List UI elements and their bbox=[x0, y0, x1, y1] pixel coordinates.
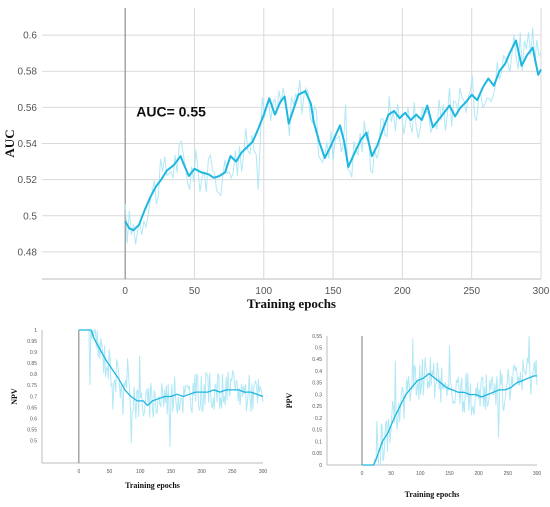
x-tick-label: 200 bbox=[394, 286, 411, 297]
raw-series-line bbox=[362, 335, 538, 466]
x-tick-label: 50 bbox=[107, 469, 113, 475]
x-tick-label: 0 bbox=[122, 286, 128, 297]
y-tick-label: 0.1 bbox=[315, 439, 322, 445]
x-tick-label: 150 bbox=[325, 286, 342, 297]
y-tick-label: 0.65 bbox=[27, 405, 37, 411]
x-tick-label: 100 bbox=[255, 286, 272, 297]
x-tick-label: 150 bbox=[445, 471, 454, 477]
x-tick-label: 300 bbox=[259, 469, 268, 475]
y-tick-label: 0.54 bbox=[18, 139, 38, 150]
x-tick-label: 0 bbox=[361, 471, 364, 477]
x-tick-label: 150 bbox=[167, 469, 176, 475]
y-axis-label: PPV bbox=[285, 393, 294, 409]
auc-annotation: AUC= 0.55 bbox=[136, 103, 206, 119]
y-tick-label: 0.5 bbox=[315, 345, 322, 351]
y-tick-label: 0.85 bbox=[27, 361, 37, 367]
y-tick-label: 0 bbox=[319, 463, 322, 469]
x-tick-label: 200 bbox=[474, 471, 483, 477]
y-tick-label: 0.5 bbox=[30, 439, 37, 445]
x-tick-label: 250 bbox=[504, 471, 513, 477]
y-tick-label: 0.7 bbox=[30, 394, 37, 400]
y-tick-label: 0.95 bbox=[27, 339, 37, 345]
y-tick-label: 0.3 bbox=[315, 392, 322, 398]
x-tick-label: 300 bbox=[533, 471, 542, 477]
raw-series-line bbox=[78, 329, 264, 448]
y-tick-label: 0.45 bbox=[312, 357, 322, 363]
y-tick-label: 0.52 bbox=[18, 175, 38, 186]
y-axis-label: AUC bbox=[2, 129, 17, 157]
smoothed-series-line bbox=[124, 39, 542, 232]
x-tick-label: 100 bbox=[416, 471, 425, 477]
smoothed-series-line bbox=[78, 329, 264, 407]
x-tick-label: 50 bbox=[388, 471, 394, 477]
ppv-chart: 0 0.05 0.1 0.15 0.2 0.25 0.3 0.35 0.4 0.45 0.5 0.55… bbox=[285, 334, 542, 499]
y-tick-label: 0.8 bbox=[30, 372, 37, 378]
y-tick-label: 0.6 bbox=[30, 416, 37, 422]
y-tick-label: 0.75 bbox=[27, 383, 37, 389]
y-tick-label: 0.6 bbox=[23, 31, 37, 42]
y-tick-label: 0.48 bbox=[18, 247, 38, 258]
y-tick-label: 0.35 bbox=[312, 381, 322, 387]
y-tick-label: 0.56 bbox=[18, 103, 38, 114]
y-tick-label: 0.9 bbox=[30, 350, 37, 356]
auc-chart: 0.48 0.5 0.52 0.54 0.56 0.58 0.6 0 50 100 150 200 25… bbox=[2, 8, 550, 311]
npv-chart: 0.5 0.55 0.6 0.65 0.7 0.75 0.8 0.85 0.9 0.95 1 0 50 1… bbox=[10, 328, 268, 490]
x-axis-label: Training epochs bbox=[125, 481, 180, 490]
y-tick-label: 0.2 bbox=[315, 416, 322, 422]
y-tick-label: 0.15 bbox=[312, 428, 322, 434]
x-tick-label: 100 bbox=[136, 469, 145, 475]
y-tick-label: 0.4 bbox=[315, 369, 322, 375]
y-tick-label: 0.05 bbox=[312, 451, 322, 457]
y-tick-label: 1 bbox=[34, 328, 37, 334]
x-tick-label: 50 bbox=[189, 286, 201, 297]
x-axis-label: Training epochs bbox=[405, 490, 460, 499]
y-tick-label: 0.55 bbox=[312, 334, 322, 340]
x-tick-label: 250 bbox=[463, 286, 480, 297]
y-tick-label: 0.5 bbox=[23, 211, 37, 222]
x-tick-label: 0 bbox=[77, 469, 80, 475]
y-axis-label: NPV bbox=[10, 388, 19, 405]
y-tick-label: 0.25 bbox=[312, 404, 322, 410]
y-tick-label: 0.55 bbox=[27, 428, 37, 434]
x-tick-label: 250 bbox=[228, 469, 237, 475]
smoothed-series-line bbox=[362, 372, 537, 466]
x-tick-label: 200 bbox=[197, 469, 206, 475]
x-tick-label: 300 bbox=[533, 286, 550, 297]
y-tick-label: 0.58 bbox=[18, 67, 38, 78]
x-axis-label: Training epochs bbox=[247, 296, 336, 311]
raw-series-line bbox=[124, 27, 542, 245]
